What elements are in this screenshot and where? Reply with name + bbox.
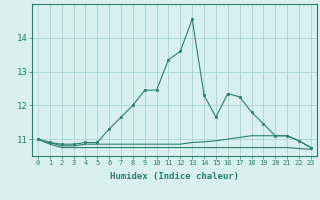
X-axis label: Humidex (Indice chaleur): Humidex (Indice chaleur) — [110, 172, 239, 181]
